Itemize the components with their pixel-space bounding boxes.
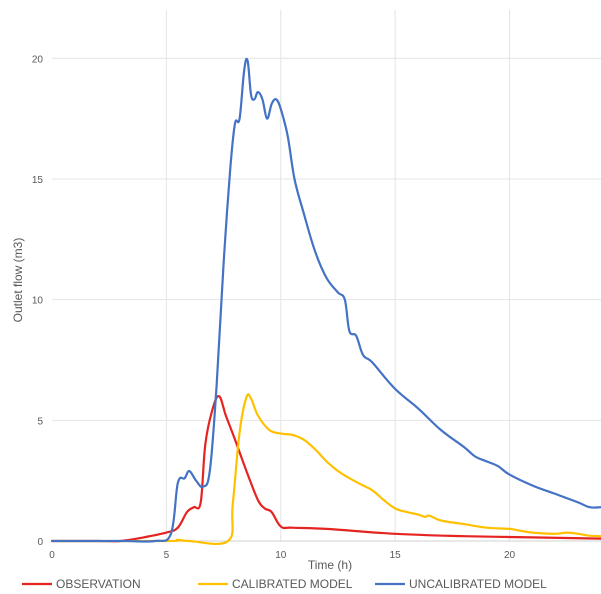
legend-label: OBSERVATION <box>56 577 141 591</box>
series-line-calibrated-model <box>50 393 601 546</box>
legend-label: UNCALIBRATED MODEL <box>409 577 547 591</box>
series-lines <box>50 57 601 546</box>
series-line-uncalibrated-model <box>50 57 601 543</box>
axis-ticks: 0 5 10 15 20 0 5 10 15 20 <box>32 54 516 561</box>
x-tick-label: 5 <box>164 550 170 561</box>
y-tick-label: 10 <box>32 296 44 307</box>
legend: OBSERVATION CALIBRATED MODEL UNCALIBRATED … <box>22 577 547 591</box>
y-tick-label: 0 <box>37 537 43 548</box>
y-tick-label: 20 <box>32 54 44 65</box>
y-tick-label: 5 <box>37 416 43 427</box>
x-tick-label: 0 <box>49 550 55 561</box>
y-tick-label: 15 <box>32 175 44 186</box>
x-tick-label: 10 <box>275 550 287 561</box>
legend-label: CALIBRATED MODEL <box>232 577 353 591</box>
x-tick-label: 20 <box>504 550 516 561</box>
series-line-observation <box>50 395 601 543</box>
y-axis-label: Outlet flow (m3) <box>11 238 25 323</box>
grid <box>52 10 601 542</box>
x-tick-label: 15 <box>390 550 402 561</box>
x-axis-label: Time (h) <box>308 558 352 572</box>
